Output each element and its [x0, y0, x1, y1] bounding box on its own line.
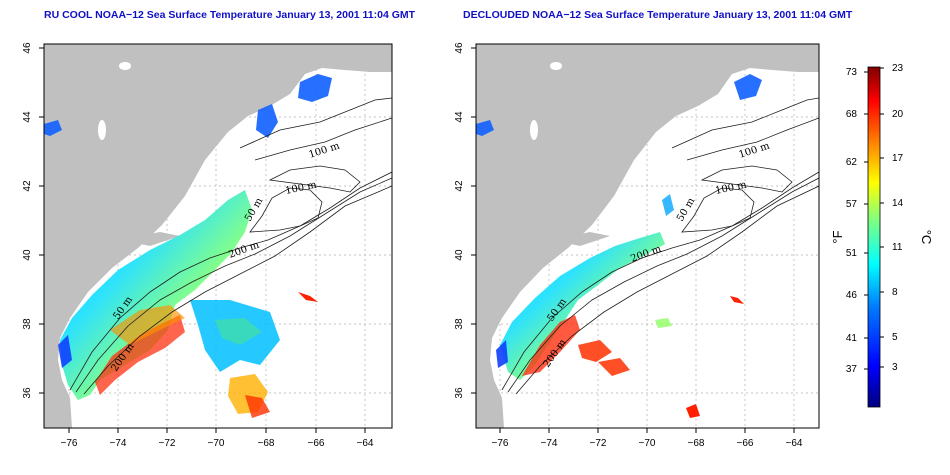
right-map-panel: 100 m 100 m 50 m 200 m 50 m 200 m −76 −7…	[454, 42, 820, 449]
right-x-tick-label: −72	[590, 438, 607, 449]
fahrenheit-tick-label: 57	[846, 199, 858, 210]
left-y-tick-labels: 36 38 40 42 44 46	[22, 42, 33, 399]
fahrenheit-unit-label: °F	[830, 230, 845, 243]
right-x-tick-label: −64	[786, 438, 803, 449]
celsius-tick-label: 11	[892, 242, 903, 253]
right-x-tick-label: −66	[737, 438, 754, 449]
fahrenheit-tick-label: 51	[846, 248, 858, 259]
right-y-tick-label: 38	[454, 318, 465, 330]
right-y-tick-label: 42	[454, 180, 465, 192]
fahrenheit-tick-label: 41	[846, 333, 858, 344]
celsius-tick-label: 20	[892, 109, 904, 120]
fahrenheit-tick-label: 62	[846, 157, 858, 168]
colorbar-gradient	[867, 66, 881, 408]
right-sst-main-patch	[500, 232, 665, 380]
left-land-mass	[44, 44, 392, 428]
right-x-tick-label: −74	[541, 438, 558, 449]
right-y-tick-label: 40	[454, 249, 465, 261]
left-y-tick-label: 38	[22, 318, 33, 330]
left-x-tick-label: −76	[61, 438, 78, 449]
celsius-tick-label: 14	[892, 198, 904, 209]
right-y-tick-label: 44	[454, 111, 465, 123]
left-contour-label: 100 m	[284, 179, 318, 196]
right-contour-label: 50 m	[675, 196, 697, 224]
celsius-tick-label: 17	[892, 153, 904, 164]
fahrenheit-tick-label: 73	[846, 67, 858, 78]
celsius-tick-label: 23	[892, 63, 904, 74]
left-x-tick-label: −66	[308, 438, 325, 449]
left-contour-label: 100 m	[308, 140, 342, 160]
left-y-tick-label: 46	[22, 42, 33, 54]
right-y-tick-label: 36	[454, 387, 465, 399]
left-sst-main-patch	[60, 190, 252, 400]
left-y-tick-label: 36	[22, 387, 33, 399]
left-y-tick-label: 42	[22, 180, 33, 192]
left-bathymetry-contours	[69, 97, 392, 395]
left-x-tick-label: −68	[258, 438, 275, 449]
right-bathymetry-contours	[501, 97, 819, 395]
right-land-mass	[476, 44, 819, 428]
temperature-colorbar: 73 68 62 57 51 46 41 37 23 20 17 14 11 8…	[830, 63, 934, 408]
left-lake	[119, 62, 131, 70]
right-y-tick-label: 46	[454, 42, 465, 54]
colorbar-fahrenheit-ticks: 73 68 62 57 51 46 41 37	[846, 67, 858, 375]
colorbar-celsius-ticks: 23 20 17 14 11 8 5 3	[892, 63, 904, 373]
left-y-tick-label: 40	[22, 249, 33, 261]
left-x-tick-label: −72	[159, 438, 176, 449]
left-map-frame	[43, 43, 393, 429]
left-panel-title: RU COOL NOAA−12 Sea Surface Temperature …	[44, 9, 416, 21]
right-x-tick-labels: −76 −74 −72 −70 −68 −66 −64	[492, 438, 803, 449]
left-x-tick-label: −64	[357, 438, 374, 449]
right-panel-title: DECLOUDED NOAA−12 Sea Surface Temperatur…	[463, 9, 853, 21]
left-x-tick-label: −74	[110, 438, 127, 449]
fahrenheit-tick-label: 46	[846, 290, 858, 301]
left-x-tick-label: −70	[208, 438, 225, 449]
right-contour-label: 100 m	[738, 140, 772, 160]
celsius-tick-label: 5	[892, 332, 898, 343]
right-x-tick-label: −70	[639, 438, 656, 449]
left-x-tick-labels: −76 −74 −72 −70 −68 −66 −64	[61, 438, 374, 449]
right-lake	[550, 62, 562, 70]
left-map-panel: 100 m 100 m 50 m 200 m 50 m 200 m −76 −7…	[22, 42, 393, 449]
celsius-tick-label: 8	[892, 287, 898, 298]
celsius-tick-label: 3	[892, 362, 898, 373]
left-y-tick-label: 44	[22, 111, 33, 123]
right-y-tick-labels: 36 38 40 42 44 46	[454, 42, 465, 399]
fahrenheit-tick-label: 68	[846, 109, 858, 120]
right-x-tick-label: −76	[492, 438, 509, 449]
right-x-tick-label: −68	[688, 438, 705, 449]
celsius-unit-label: °C	[919, 230, 934, 245]
fahrenheit-tick-label: 37	[846, 364, 858, 375]
